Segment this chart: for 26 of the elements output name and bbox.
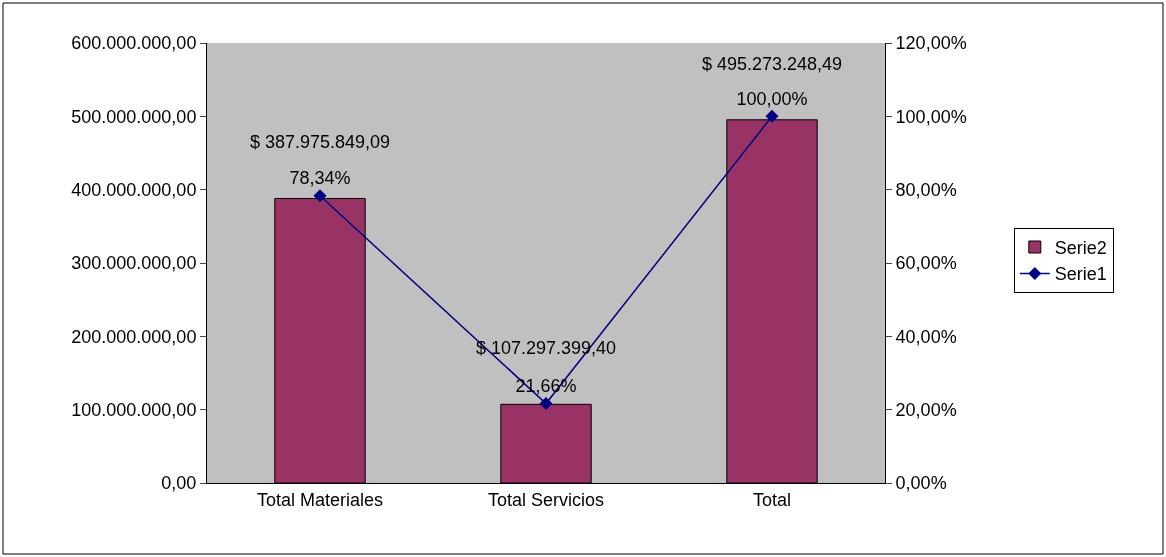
y-tick-label: 300.000.000,00	[71, 253, 197, 274]
y2-tick-label: 120,00%	[895, 33, 967, 54]
data-label: 78,34%	[289, 168, 351, 188]
y2-tick-label: 60,00%	[895, 253, 957, 274]
y-tick-label: 200.000.000,00	[71, 326, 197, 347]
y2-tick-label: 100,00%	[895, 106, 967, 127]
y2-tick-label: 80,00%	[895, 179, 957, 200]
y2-tick-label: 20,00%	[895, 399, 957, 420]
data-label: $ 387.975.849,09	[250, 132, 391, 152]
y-tick-label: 100.000.000,00	[71, 399, 197, 420]
x-tick-label: Total Materiales	[256, 489, 384, 510]
y-tick-label: 400.000.000,00	[71, 179, 197, 200]
y2-tick-label: 0,00%	[895, 473, 947, 494]
data-label: 100,00%	[736, 88, 808, 109]
legend-label: Serie1	[1054, 264, 1107, 285]
y-tick-label: 600.000.000,00	[71, 33, 197, 54]
point	[765, 109, 779, 123]
point	[313, 189, 327, 203]
y2-tick-label: 40,00%	[895, 326, 957, 347]
y-tick-label: 500.000.000,00	[71, 106, 197, 127]
point	[539, 397, 553, 411]
legend-label: Serie2	[1054, 238, 1107, 259]
data-label: $ 495.273.248,49	[702, 54, 843, 74]
x-tick-label: Total Servicios	[487, 489, 605, 510]
x-tick-label: Total	[752, 489, 792, 510]
y-tick-label: 0,00	[161, 473, 197, 494]
